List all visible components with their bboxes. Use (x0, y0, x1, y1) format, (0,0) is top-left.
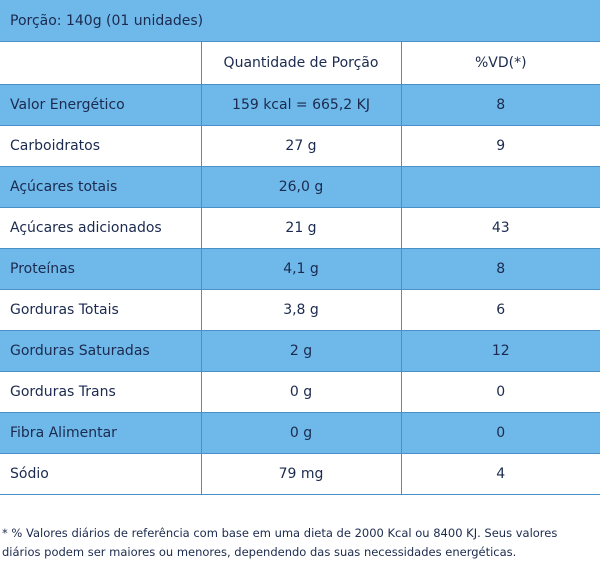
nutrient-daily-value: 43 (400, 207, 600, 249)
table-row: Proteínas 4,1 g 8 (0, 248, 600, 290)
nutrient-name: Sódio (0, 453, 201, 495)
nutrient-name: Valor Energético (0, 84, 201, 126)
table-row: Fibra Alimentar 0 g 0 (0, 412, 600, 454)
nutrient-daily-value: 4 (400, 453, 600, 495)
nutrient-daily-value: 6 (400, 289, 600, 331)
nutrient-daily-value: 0 (400, 371, 600, 413)
nutrient-name: Açúcares totais (0, 166, 201, 208)
nutrient-amount: 159 kcal = 665,2 KJ (200, 84, 401, 126)
nutrient-amount: 4,1 g (200, 248, 401, 290)
nutrient-name: Gorduras Trans (0, 371, 201, 413)
table-row: Valor Energético 159 kcal = 665,2 KJ 8 (0, 84, 600, 126)
nutrient-name: Gorduras Saturadas (0, 330, 201, 372)
nutrient-amount: 0 g (200, 371, 401, 413)
nutrient-daily-value: 9 (400, 125, 600, 167)
nutrient-name: Proteínas (0, 248, 201, 290)
nutrient-amount: 27 g (200, 125, 401, 167)
nutrient-amount: 79 mg (200, 453, 401, 495)
nutrition-table: Quantidade de Porção %VD(*) Valor Energé… (0, 42, 600, 495)
nutrient-amount: 21 g (200, 207, 401, 249)
nutrient-name: Gorduras Totais (0, 289, 201, 331)
header-amount: Quantidade de Porção (200, 42, 401, 85)
table-row: Gorduras Trans 0 g 0 (0, 371, 600, 413)
table-row: Carboidratos 27 g 9 (0, 125, 600, 167)
table-row: Açúcares adicionados 21 g 43 (0, 207, 600, 249)
nutrient-name: Açúcares adicionados (0, 207, 201, 249)
table-header-row: Quantidade de Porção %VD(*) (0, 42, 600, 85)
table-row: Gorduras Saturadas 2 g 12 (0, 330, 600, 372)
nutrient-daily-value: 8 (400, 84, 600, 126)
nutrient-amount: 3,8 g (200, 289, 401, 331)
nutrient-daily-value: 0 (400, 412, 600, 454)
nutrient-name: Fibra Alimentar (0, 412, 201, 454)
header-nutrient (0, 42, 201, 85)
nutrient-amount: 0 g (200, 412, 401, 454)
table-row: Gorduras Totais 3,8 g 6 (0, 289, 600, 331)
daily-value-footnote: * % Valores diários de referência com ba… (2, 525, 558, 559)
portion-size-label: Porção: 140g (01 unidades) (0, 0, 600, 42)
nutrient-amount: 26,0 g (200, 166, 401, 208)
nutrient-daily-value: 8 (400, 248, 600, 290)
nutrient-name: Carboidratos (0, 125, 201, 167)
table-row: Sódio 79 mg 4 (0, 453, 600, 495)
header-daily-value: %VD(*) (400, 42, 600, 85)
nutrient-daily-value: 12 (400, 330, 600, 372)
table-row: Açúcares totais 26,0 g (0, 166, 600, 208)
nutrient-amount: 2 g (200, 330, 401, 372)
nutrient-daily-value (400, 166, 600, 208)
